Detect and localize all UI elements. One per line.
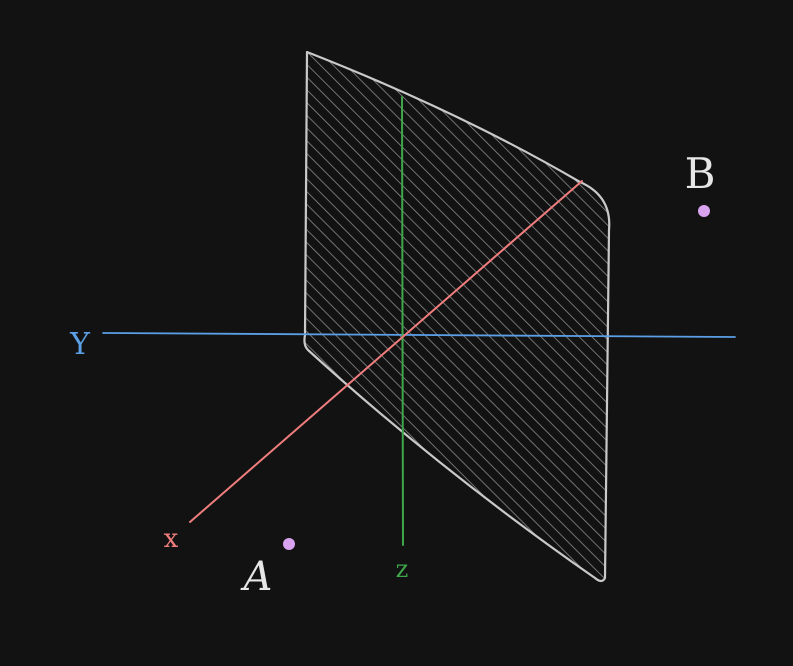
y-axis-label: Y [69,327,91,362]
point-b-label: B [685,149,716,198]
hatched-plane [303,50,611,583]
point-a-marker [283,538,295,550]
y-axis-line [102,332,736,338]
z-axis-line [401,96,404,546]
point-b-marker [698,205,710,217]
z-axis-label: z [396,555,409,583]
point-a-label: A [240,554,273,600]
x-axis-line [189,180,583,523]
x-axis-label: x [164,524,179,554]
